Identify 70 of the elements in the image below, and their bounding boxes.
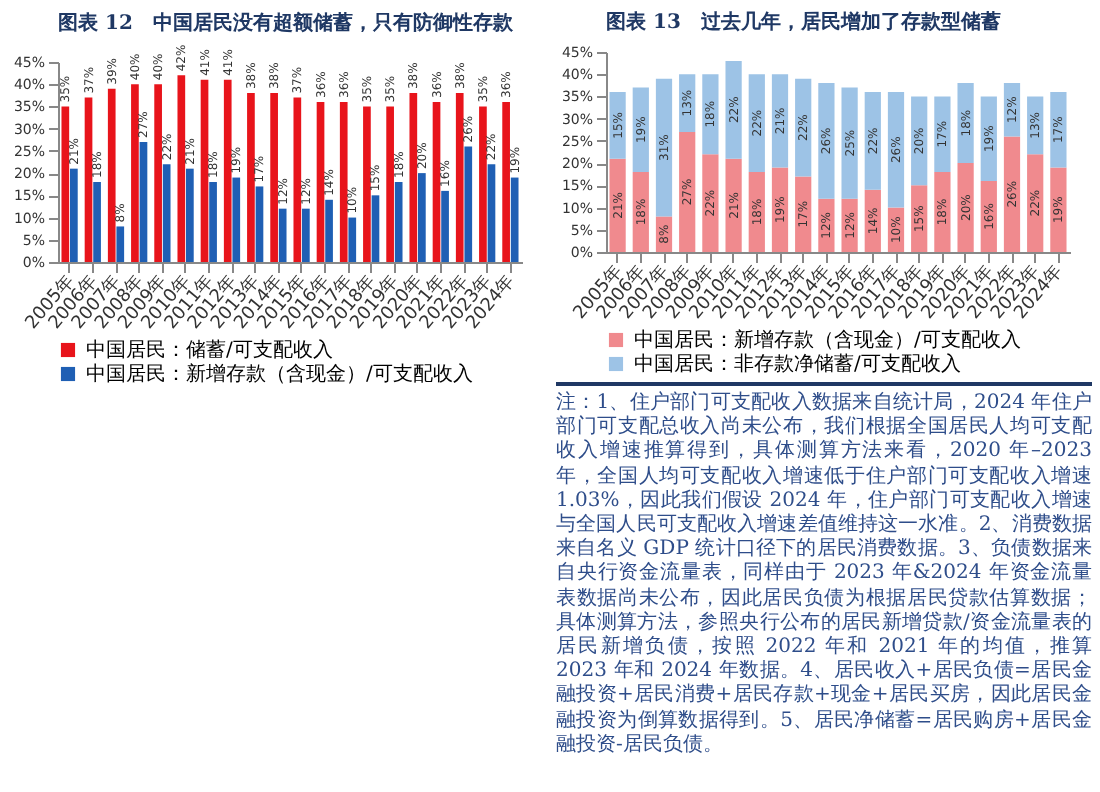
bar <box>702 154 719 252</box>
bar <box>348 217 357 262</box>
bar <box>934 96 951 172</box>
bar <box>209 182 217 262</box>
bar <box>339 102 348 262</box>
bar <box>177 75 186 262</box>
bar <box>841 87 858 199</box>
bar <box>464 146 473 262</box>
bar <box>84 97 93 262</box>
bar <box>502 102 510 262</box>
bar <box>1003 136 1021 252</box>
bar <box>725 60 742 159</box>
bar <box>702 74 719 155</box>
bar <box>394 182 403 262</box>
bar <box>441 190 449 262</box>
bar <box>162 164 171 262</box>
bar <box>255 186 264 262</box>
bar <box>107 88 116 262</box>
bar <box>957 83 974 164</box>
bar <box>409 93 418 262</box>
bar <box>479 106 487 262</box>
bar <box>818 83 835 199</box>
bar <box>270 93 278 262</box>
bar <box>609 158 626 252</box>
bar <box>957 163 974 252</box>
bar <box>725 158 742 252</box>
bar <box>70 168 78 262</box>
chart-title: 图表 13 过去几年，居民增加了存款型储蓄 <box>606 10 1001 34</box>
bar <box>200 79 209 262</box>
bar <box>131 84 139 262</box>
bar <box>186 168 194 262</box>
bar <box>386 106 394 262</box>
legend-label: 中国居民：新增存款（含现金）/可支配收入 <box>634 328 1021 352</box>
bar <box>139 142 148 262</box>
legend-label: 中国居民：新增存款（含现金）/可支配收入 <box>86 362 473 386</box>
bar <box>609 92 626 159</box>
bar <box>864 92 881 190</box>
bar <box>93 182 101 262</box>
bar <box>302 208 310 262</box>
bar <box>1050 92 1067 168</box>
bar <box>934 172 951 252</box>
bar <box>1050 167 1067 252</box>
bar <box>432 102 441 262</box>
bar <box>232 177 241 262</box>
bar <box>325 199 333 262</box>
bar <box>1027 154 1044 252</box>
bar <box>223 79 232 262</box>
bar <box>771 74 789 168</box>
bar <box>316 102 325 262</box>
bar <box>748 74 765 172</box>
bar <box>795 176 812 252</box>
bar <box>293 97 302 262</box>
bar <box>247 93 255 262</box>
text: 注：1、住户部门可支配收入数据来自统计局，2024 年住户部门可支配总收入尚未公布，我们根据全国居民人均可支配收入增速推算得到，具体测算方法来看，2020 年–2023 年，全国人均可支配收入增速低于住户部门可支配收入增速 1.03%，因此我们假设 2024 年，住户部门可支配收入增速与全国人民可支配收入增速差值维持这一水准。2、消费数据来自名义 GDP 统计口径下的居民消费数据。3、负债数据来自央行资金流量表，同样由于 2023 年&2024 年资金流量表数据尚未公布，因此居民负债为根据居民贷款估算数据；具体测算方法，参照央行公布的居民新增贷款/资金流量表的居民新增负债，按照 2022 年和 2021 年的均值，推算 2023 年和 2024 年数据。4、居民收入+居民负债=居民金融投资+居民消费+居民存款+现金+居民买房，因此居民金融投资为倒算数据得到。5、居民净储蓄=居民购房+居民金融投资-居民负债。 <box>556 392 1092 756</box>
bar <box>887 92 905 208</box>
bar <box>510 177 519 262</box>
bar <box>278 208 287 262</box>
bar <box>154 84 162 262</box>
bar <box>418 173 426 262</box>
bar <box>679 132 696 252</box>
legend-label: 中国居民：储蓄/可支配收入 <box>86 338 333 362</box>
bar <box>363 106 371 262</box>
legend-label: 中国居民：非存款净储蓄/可支配收入 <box>634 352 961 376</box>
chart-title: 图表 12 中国居民没有超额储蓄，只有防御性存款 <box>58 10 515 35</box>
bar <box>655 78 673 217</box>
bar <box>116 226 125 262</box>
bar <box>487 164 496 262</box>
bar <box>371 195 380 262</box>
bar <box>455 93 464 262</box>
bar <box>61 106 70 262</box>
